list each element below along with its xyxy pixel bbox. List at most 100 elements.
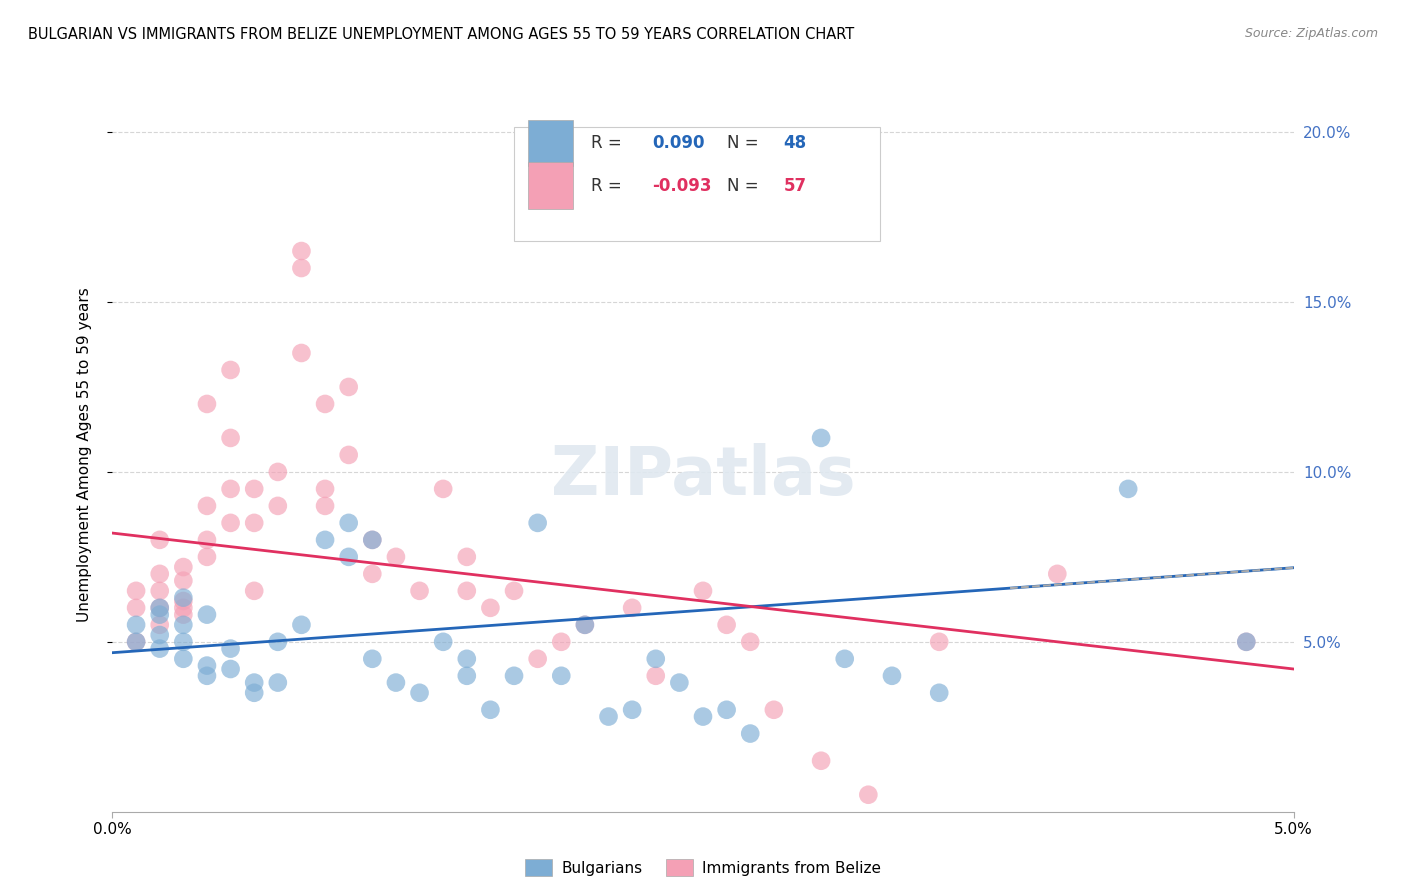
Point [314, 533, 336, 547]
Point [172, 574, 194, 588]
Y-axis label: Unemployment Among Ages 55 to 59 years: Unemployment Among Ages 55 to 59 years [77, 287, 91, 623]
Point [243, 583, 266, 598]
Point [195, 397, 218, 411]
Text: Source: ZipAtlas.com: Source: ZipAtlas.com [1244, 27, 1378, 40]
Point [456, 669, 478, 683]
Point [526, 516, 548, 530]
Point [195, 658, 218, 673]
Point [385, 675, 408, 690]
Point [219, 641, 242, 656]
Point [172, 591, 194, 605]
Point [243, 686, 266, 700]
Point [267, 675, 290, 690]
Point [314, 499, 336, 513]
Point [456, 549, 478, 564]
Point [361, 566, 384, 581]
Text: R =: R = [591, 134, 627, 152]
Point [503, 583, 526, 598]
FancyBboxPatch shape [529, 162, 574, 209]
Point [219, 482, 242, 496]
Text: 48: 48 [783, 134, 807, 152]
Point [243, 675, 266, 690]
Point [125, 583, 148, 598]
Point [125, 600, 148, 615]
Text: BULGARIAN VS IMMIGRANTS FROM BELIZE UNEMPLOYMENT AMONG AGES 55 TO 59 YEARS CORRE: BULGARIAN VS IMMIGRANTS FROM BELIZE UNEM… [28, 27, 855, 42]
Point [149, 600, 172, 615]
Point [172, 560, 194, 574]
Point [456, 583, 478, 598]
Point [1116, 482, 1139, 496]
Point [550, 635, 572, 649]
Point [195, 499, 218, 513]
Point [550, 669, 572, 683]
Point [928, 635, 950, 649]
Point [503, 669, 526, 683]
Point [479, 703, 502, 717]
Point [125, 617, 148, 632]
Point [337, 448, 360, 462]
Point [432, 635, 454, 649]
Point [172, 635, 194, 649]
Point [125, 635, 148, 649]
Point [172, 594, 194, 608]
Point [644, 669, 666, 683]
Text: N =: N = [727, 177, 763, 194]
Point [172, 652, 194, 666]
Point [762, 703, 785, 717]
Point [195, 607, 218, 622]
Point [219, 363, 242, 377]
Point [219, 516, 242, 530]
FancyBboxPatch shape [529, 120, 574, 166]
Point [149, 607, 172, 622]
Text: ZIPatlas: ZIPatlas [551, 443, 855, 509]
Point [716, 703, 738, 717]
Point [621, 703, 644, 717]
Text: R =: R = [591, 177, 627, 194]
Point [810, 754, 832, 768]
Point [195, 533, 218, 547]
Point [810, 431, 832, 445]
Point [125, 635, 148, 649]
Text: -0.093: -0.093 [652, 177, 711, 194]
Point [668, 675, 690, 690]
Point [267, 635, 290, 649]
Point [337, 549, 360, 564]
Point [172, 617, 194, 632]
Point [858, 788, 880, 802]
Point [219, 431, 242, 445]
FancyBboxPatch shape [515, 127, 880, 241]
Point [716, 617, 738, 632]
Point [337, 380, 360, 394]
Point [149, 533, 172, 547]
Point [267, 465, 290, 479]
Point [243, 516, 266, 530]
Text: 57: 57 [783, 177, 807, 194]
Point [928, 686, 950, 700]
Point [644, 652, 666, 666]
Point [1234, 635, 1257, 649]
Point [740, 726, 762, 740]
Point [337, 516, 360, 530]
Point [479, 600, 502, 615]
Point [172, 607, 194, 622]
Point [526, 652, 548, 666]
Point [834, 652, 856, 666]
Point [361, 533, 384, 547]
Point [195, 669, 218, 683]
Point [290, 346, 312, 360]
Point [290, 617, 312, 632]
Point [219, 662, 242, 676]
Point [1234, 635, 1257, 649]
Point [432, 482, 454, 496]
Point [149, 583, 172, 598]
Point [361, 652, 384, 666]
Point [385, 549, 408, 564]
Point [574, 617, 596, 632]
Point [1046, 566, 1069, 581]
Point [149, 617, 172, 632]
Point [456, 652, 478, 666]
Point [692, 583, 714, 598]
Point [574, 617, 596, 632]
Point [149, 628, 172, 642]
Point [598, 709, 620, 723]
